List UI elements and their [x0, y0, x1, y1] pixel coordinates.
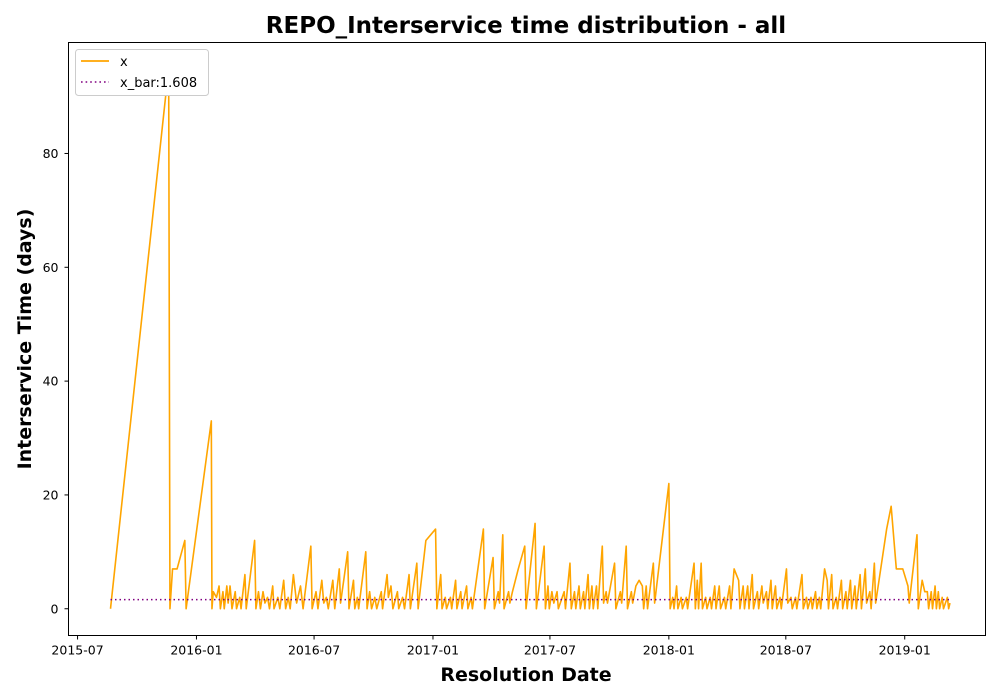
- y-tick-label: 20: [43, 487, 59, 502]
- x-tick-label: 2015-07: [51, 643, 103, 658]
- x-axis-label: Resolution Date: [440, 664, 611, 686]
- y-axis-ticks: 0 20 40 60 80: [43, 146, 69, 616]
- y-axis-label: Interservice Time (days): [14, 209, 36, 470]
- plot-frame: [68, 42, 986, 636]
- plot-marks: [109, 67, 951, 610]
- series-line-x: [109, 67, 951, 610]
- x-tick-label: 2016-01: [170, 643, 222, 658]
- y-tick-label: 60: [43, 260, 59, 275]
- chart-title: REPO_Interservice time distribution - al…: [266, 13, 786, 39]
- x-tick-label: 2018-01: [643, 643, 695, 658]
- y-tick-label: 80: [43, 146, 59, 161]
- x-tick-label: 2018-07: [760, 643, 812, 658]
- legend-label-x: x: [120, 55, 128, 70]
- x-tick-label: 2017-01: [407, 643, 459, 658]
- legend: x x_bar:1.608: [75, 49, 209, 96]
- x-axis-ticks: 2015-07 2016-01 2016-07 2017-01 2017-07 2018-…: [51, 635, 931, 658]
- y-tick-label: 0: [51, 601, 59, 616]
- x-tick-label: 2016-07: [288, 643, 340, 658]
- y-tick-label: 40: [43, 374, 59, 389]
- x-tick-label: 2019-01: [879, 643, 931, 658]
- legend-label-x-bar: x_bar:1.608: [120, 76, 197, 91]
- x-tick-label: 2017-07: [524, 643, 576, 658]
